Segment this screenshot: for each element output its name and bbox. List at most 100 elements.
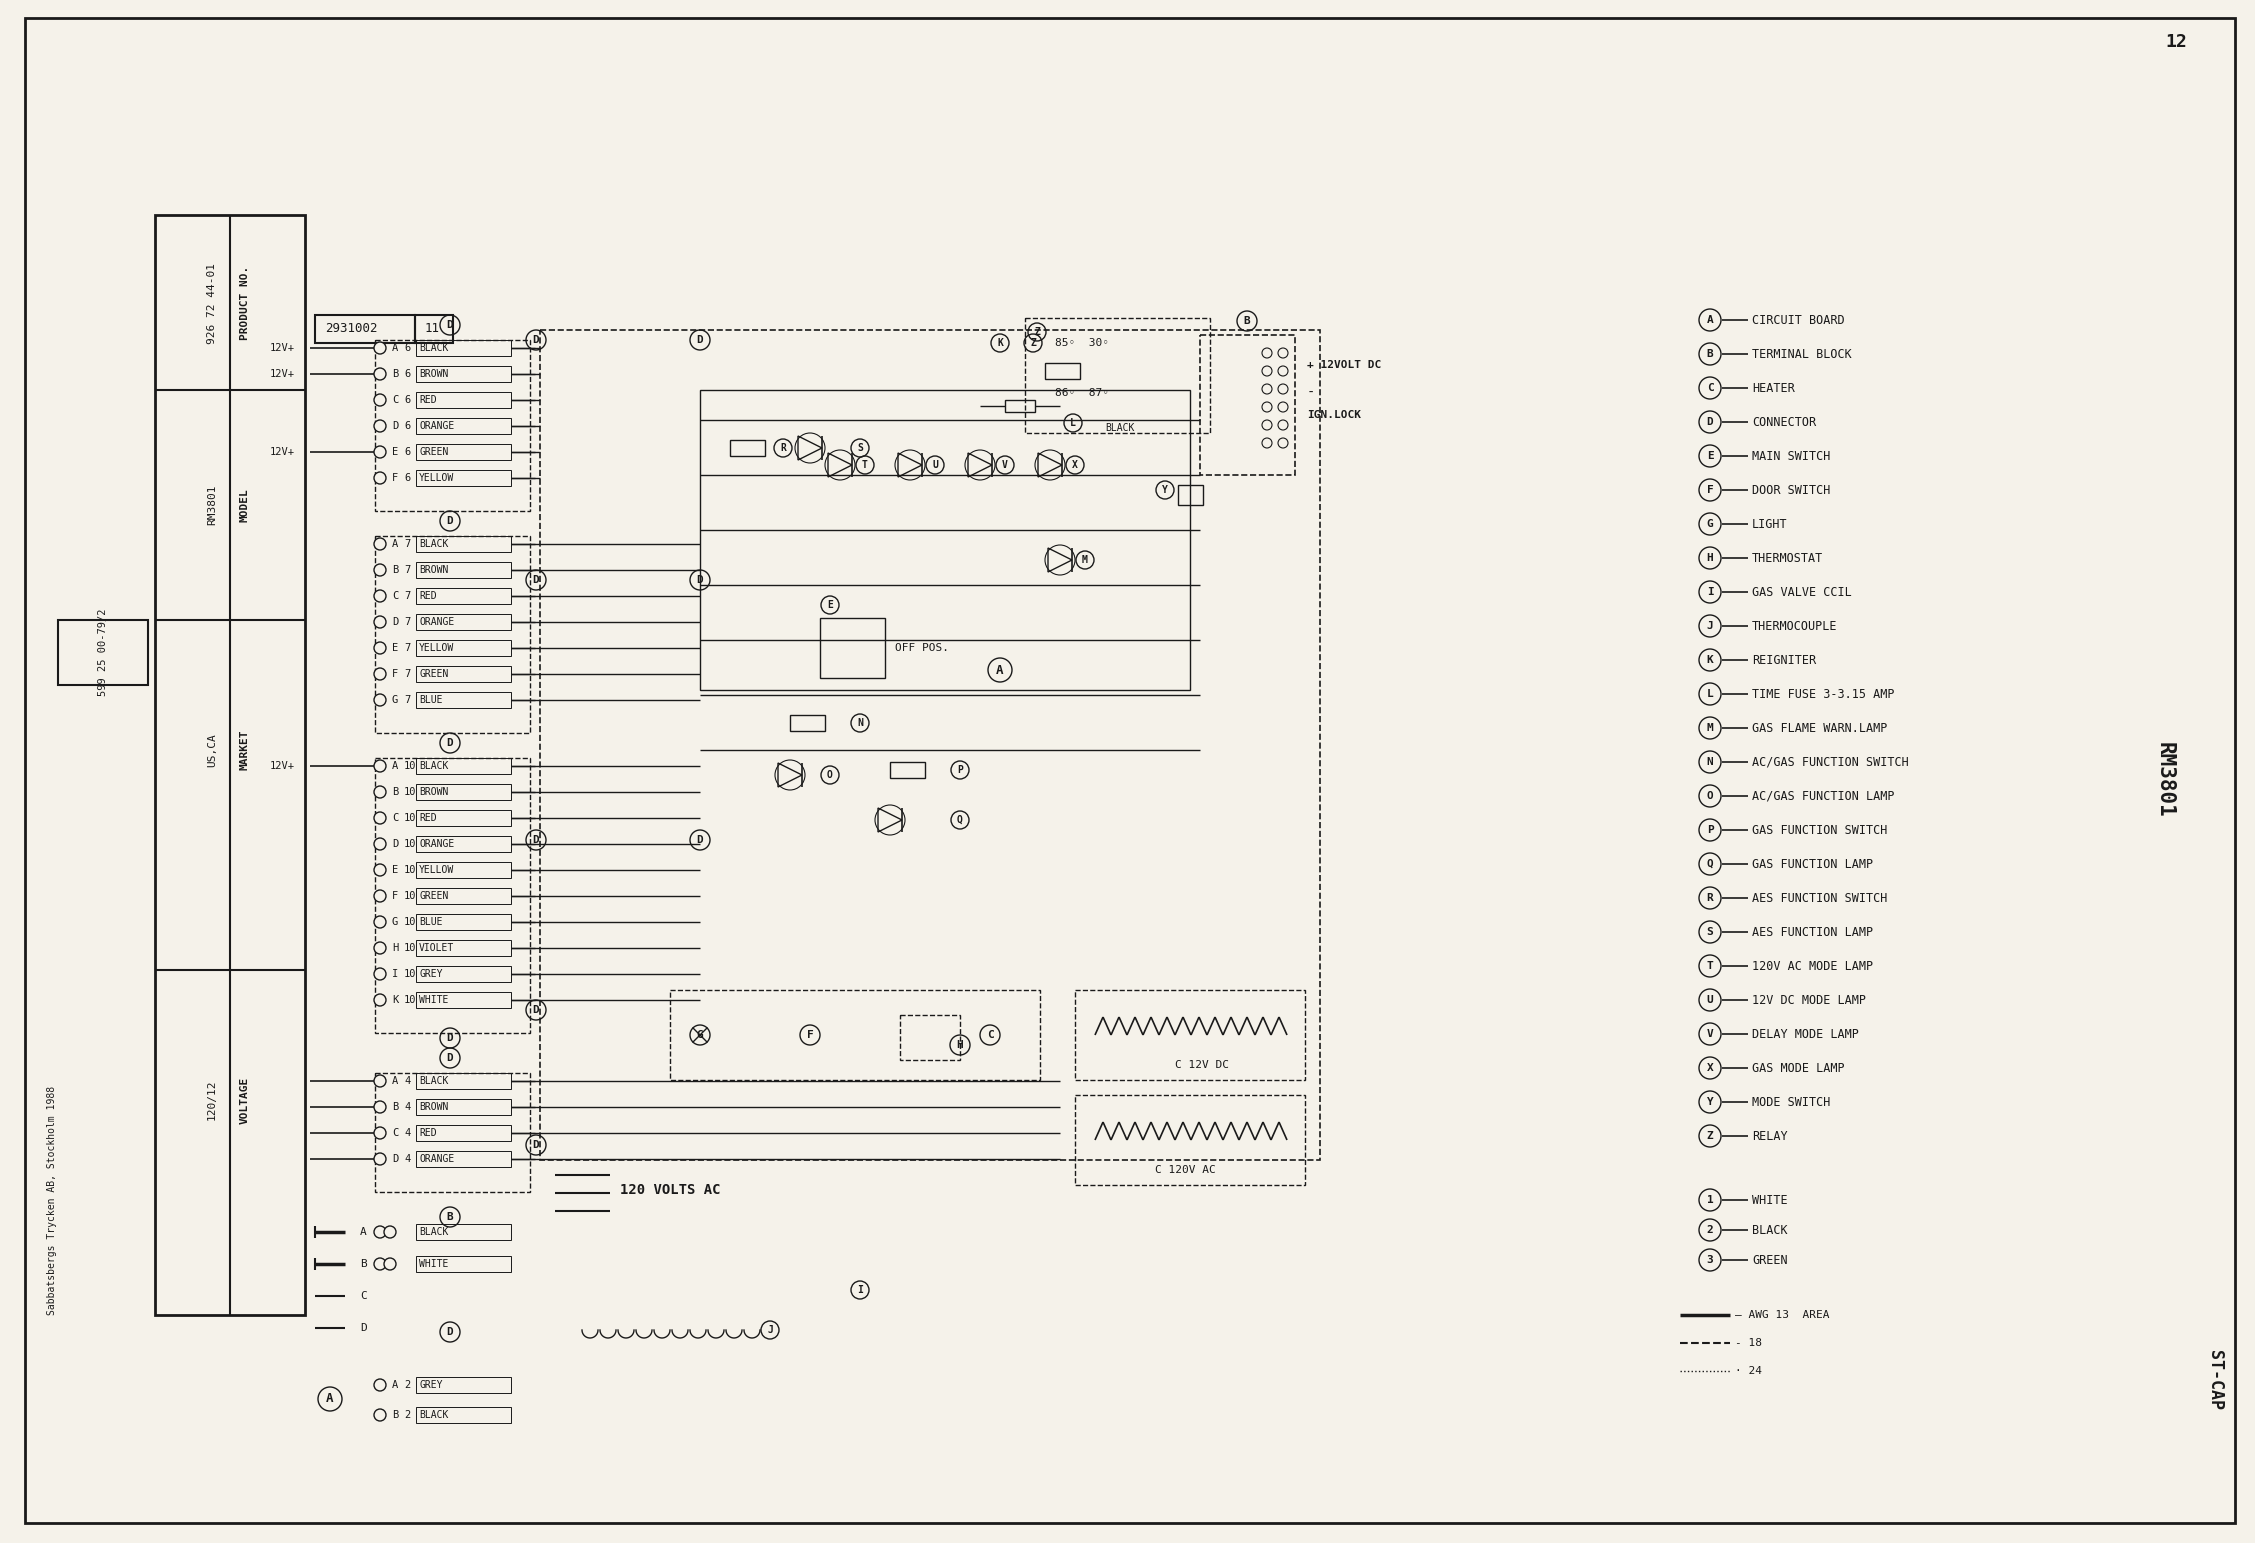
Text: BLACK: BLACK	[419, 1227, 449, 1237]
Text: DOOR SWITCH: DOOR SWITCH	[1752, 483, 1831, 497]
Text: K: K	[997, 338, 1003, 349]
Bar	[415, 810, 512, 826]
Bar	[415, 392, 512, 407]
Text: H: H	[392, 943, 399, 954]
Text: RED: RED	[419, 1128, 437, 1139]
Text: F: F	[392, 670, 399, 679]
Bar	[1076, 1096, 1306, 1185]
Bar	[415, 315, 453, 343]
Bar	[374, 339, 530, 511]
Bar	[415, 1072, 512, 1089]
Text: 6: 6	[404, 447, 410, 457]
Text: S: S	[1707, 927, 1714, 937]
Text: 7: 7	[404, 591, 410, 602]
Bar	[1200, 335, 1294, 475]
Text: RELAY: RELAY	[1752, 1129, 1788, 1142]
Bar	[670, 991, 1040, 1080]
Text: E: E	[392, 866, 399, 875]
Text: T: T	[861, 460, 868, 471]
Text: THERMOSTAT: THERMOSTAT	[1752, 551, 1824, 565]
Text: 10: 10	[404, 943, 417, 954]
Text: D: D	[532, 835, 539, 846]
Text: C: C	[392, 591, 399, 602]
Text: -: -	[1308, 386, 1315, 400]
Text: THERMOCOUPLE: THERMOCOUPLE	[1752, 619, 1838, 633]
Text: GAS FLAME WARN.LAMP: GAS FLAME WARN.LAMP	[1752, 722, 1887, 734]
Text: I: I	[392, 969, 399, 978]
Text: Sabbatsbergs Trycken AB, Stockholm 1988: Sabbatsbergs Trycken AB, Stockholm 1988	[47, 1085, 56, 1315]
Text: BROWN: BROWN	[419, 565, 449, 576]
Text: D: D	[532, 1004, 539, 1015]
Text: US,CA: US,CA	[207, 733, 216, 767]
Bar	[59, 620, 149, 685]
Circle shape	[374, 420, 386, 432]
Bar	[374, 1072, 530, 1193]
Text: E: E	[392, 643, 399, 653]
Text: 12V DC MODE LAMP: 12V DC MODE LAMP	[1752, 994, 1865, 1006]
Circle shape	[374, 343, 386, 353]
Circle shape	[1263, 349, 1272, 358]
Text: B: B	[392, 787, 399, 798]
Circle shape	[374, 1409, 386, 1421]
Text: D: D	[392, 1154, 399, 1163]
Bar	[415, 535, 512, 552]
Text: 85◦  30◦: 85◦ 30◦	[1055, 338, 1109, 349]
Bar	[415, 471, 512, 486]
Bar	[415, 588, 512, 603]
Text: B: B	[446, 1211, 453, 1222]
Bar	[374, 758, 530, 1032]
Bar	[415, 784, 512, 799]
Text: C: C	[392, 1128, 399, 1139]
Bar	[415, 444, 512, 460]
Text: 4: 4	[404, 1075, 410, 1086]
Text: S: S	[857, 443, 864, 454]
Text: GREEN: GREEN	[419, 447, 449, 457]
Text: ORANGE: ORANGE	[419, 839, 453, 849]
Text: 10: 10	[404, 787, 417, 798]
Text: ORANGE: ORANGE	[419, 617, 453, 626]
Circle shape	[1279, 384, 1288, 393]
Circle shape	[374, 785, 386, 798]
Text: C: C	[988, 1031, 994, 1040]
Text: - 18: - 18	[1734, 1338, 1761, 1349]
Text: MODEL: MODEL	[239, 488, 250, 522]
Text: G: G	[392, 917, 399, 927]
Text: R: R	[1707, 893, 1714, 903]
Bar	[731, 440, 764, 457]
Text: 7: 7	[404, 694, 410, 705]
Text: CONNECTOR: CONNECTOR	[1752, 415, 1815, 429]
Text: REIGNITER: REIGNITER	[1752, 654, 1815, 667]
Text: M: M	[1082, 555, 1087, 565]
Bar	[415, 1099, 512, 1116]
Text: WHITE: WHITE	[1752, 1193, 1788, 1207]
Bar	[415, 1125, 512, 1140]
Text: HEATER: HEATER	[1752, 381, 1795, 395]
Text: V: V	[1001, 460, 1008, 471]
Text: GREY: GREY	[419, 1379, 442, 1390]
Text: 11: 11	[424, 322, 440, 335]
Bar	[415, 966, 512, 981]
Text: PRODUCT NO.: PRODUCT NO.	[239, 265, 250, 339]
Text: ORANGE: ORANGE	[419, 421, 453, 430]
Text: B: B	[392, 565, 399, 576]
Text: 2: 2	[404, 1410, 410, 1420]
Circle shape	[1263, 438, 1272, 447]
Text: 926 72 44-01: 926 72 44-01	[207, 262, 216, 344]
Text: 10: 10	[404, 969, 417, 978]
Text: 7: 7	[404, 670, 410, 679]
Text: C: C	[392, 395, 399, 404]
Text: K: K	[392, 995, 399, 1004]
Text: 12V+: 12V+	[271, 343, 295, 353]
Text: 6: 6	[404, 369, 410, 380]
Text: V: V	[1707, 1029, 1714, 1038]
Text: Y: Y	[1161, 485, 1168, 495]
Text: · 24: · 24	[1734, 1366, 1761, 1376]
Text: BLACK: BLACK	[419, 343, 449, 353]
Circle shape	[1279, 403, 1288, 412]
Text: BLACK: BLACK	[419, 539, 449, 549]
Text: BLUE: BLUE	[419, 694, 442, 705]
Bar	[415, 640, 512, 656]
Text: 10: 10	[404, 866, 417, 875]
Text: 120V AC MODE LAMP: 120V AC MODE LAMP	[1752, 960, 1874, 972]
Bar	[415, 614, 512, 630]
